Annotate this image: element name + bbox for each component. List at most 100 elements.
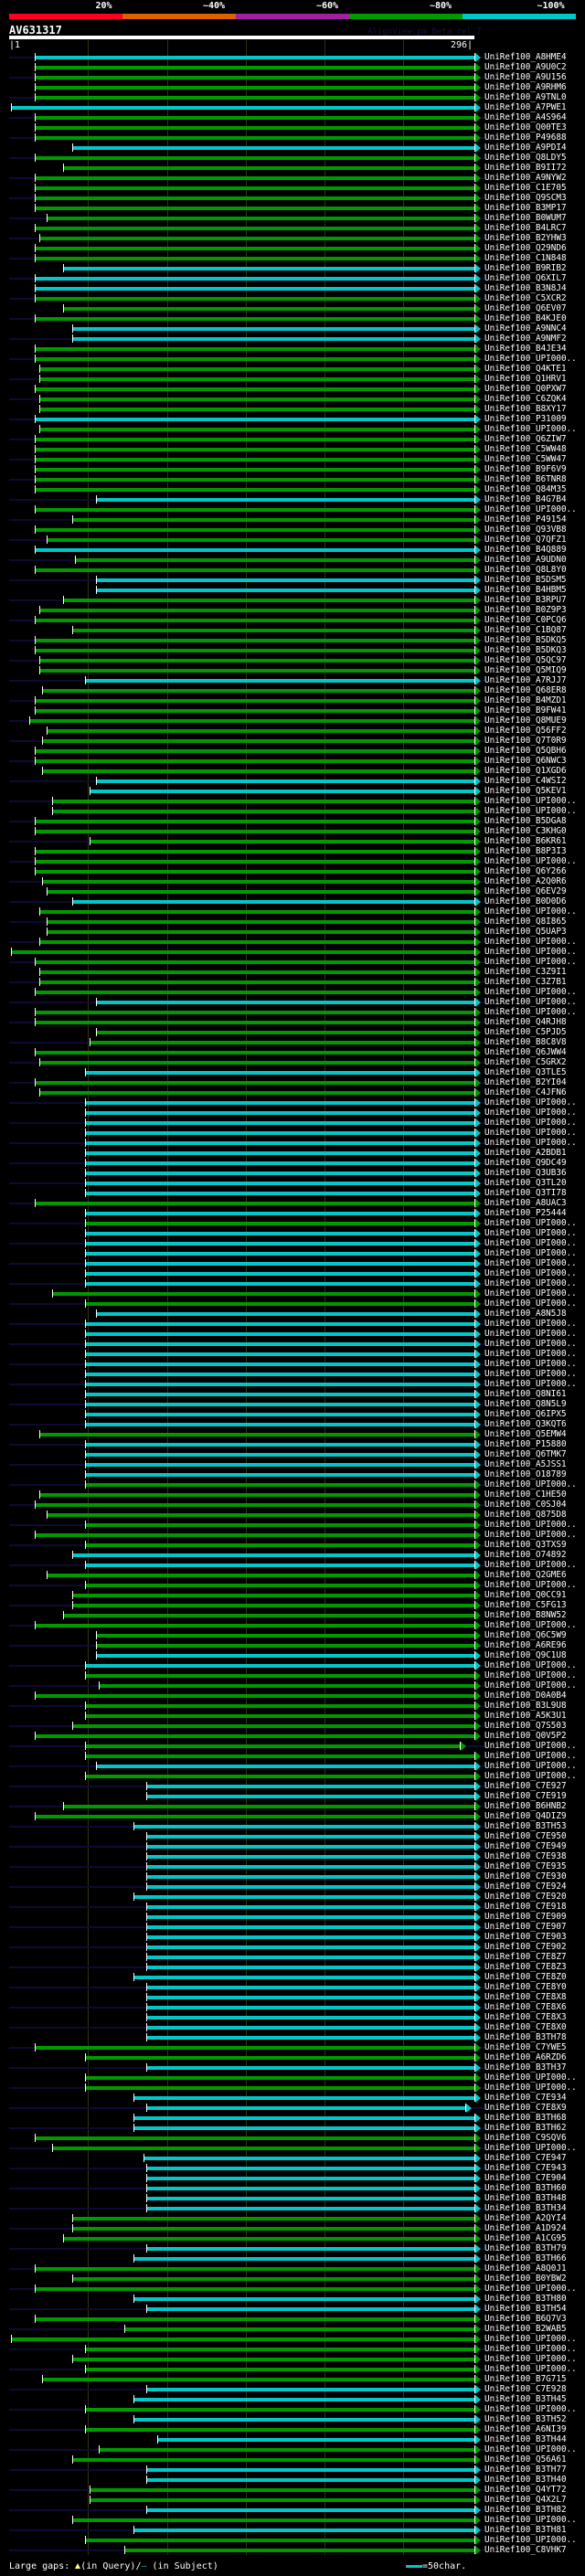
hit-row[interactable]: UniRef100_UPI000..	[0, 2535, 585, 2546]
hit-label[interactable]: UniRef100_UPI000..	[484, 856, 577, 866]
hit-row[interactable]: UniRef100_B4Q889	[0, 545, 585, 556]
alignment-bar[interactable]	[146, 2197, 474, 2200]
hit-label[interactable]: UniRef100_B9II72	[484, 163, 567, 173]
hit-row[interactable]: UniRef100_C7E8Z0	[0, 1972, 585, 1983]
hit-row[interactable]: UniRef100_Q1HRV1	[0, 374, 585, 385]
hit-row[interactable]: UniRef100_C5GRX2	[0, 1057, 585, 1068]
alignment-bar[interactable]	[146, 2207, 474, 2210]
alignment-bar[interactable]	[38, 1061, 474, 1065]
hit-row[interactable]: UniRef100_B8NW52	[0, 1610, 585, 1621]
hit-row[interactable]: UniRef100_C1N848	[0, 253, 585, 264]
hit-row[interactable]: UniRef100_UPI000..	[0, 1268, 585, 1279]
alignment-bar[interactable]	[42, 739, 474, 743]
hit-row[interactable]: UniRef100_Q6Y266	[0, 866, 585, 877]
hit-label[interactable]: UniRef100_Q8N5L9	[484, 1399, 567, 1409]
hit-label[interactable]: UniRef100_C5WW47	[484, 454, 567, 464]
hit-row[interactable]: UniRef100_Q3TXS9	[0, 1540, 585, 1551]
hit-row[interactable]: UniRef100_C1BQ87	[0, 625, 585, 636]
hit-label[interactable]: UniRef100_C8VHK7	[484, 2545, 567, 2555]
alignment-bar[interactable]	[84, 1523, 474, 1527]
alignment-bar[interactable]	[146, 2247, 474, 2251]
hit-row[interactable]: UniRef100_B4G7B4	[0, 494, 585, 505]
alignment-bar[interactable]	[29, 719, 474, 723]
hit-label[interactable]: UniRef100_Q5EMW4	[484, 1429, 567, 1439]
hit-label[interactable]: UniRef100_A5JSS1	[484, 1459, 567, 1469]
hit-row[interactable]: UniRef100_UPI000..	[0, 1218, 585, 1229]
hit-row[interactable]: UniRef100_Q9SCM3	[0, 193, 585, 204]
alignment-bar[interactable]	[84, 1584, 474, 1587]
hit-label[interactable]: UniRef100_P31009	[484, 414, 567, 424]
hit-label[interactable]: UniRef100_A6RZD6	[484, 2052, 567, 2062]
alignment-bar[interactable]	[34, 387, 474, 391]
alignment-bar[interactable]	[95, 1001, 474, 1004]
hit-label[interactable]: UniRef100_C7E8Z3	[484, 1962, 567, 1972]
hit-row[interactable]: UniRef100_UPI000..	[0, 806, 585, 817]
alignment-bar[interactable]	[34, 709, 474, 713]
alignment-bar[interactable]	[84, 1192, 474, 1195]
hit-label[interactable]: UniRef100_B6HNB2	[484, 1801, 567, 1811]
hit-row[interactable]: UniRef100_Q68ER8	[0, 685, 585, 696]
alignment-bar[interactable]	[84, 2348, 474, 2351]
hit-row[interactable]: UniRef100_UPI000..	[0, 2444, 585, 2455]
hit-row[interactable]: UniRef100_UPI000..	[0, 1248, 585, 1259]
alignment-bar[interactable]	[34, 1503, 474, 1507]
hit-label[interactable]: UniRef100_C7E928	[484, 2384, 567, 2394]
hit-label[interactable]: UniRef100_UPI000..	[484, 947, 577, 957]
alignment-bar[interactable]	[133, 2528, 474, 2532]
alignment-bar[interactable]	[34, 1533, 474, 1537]
alignment-bar[interactable]	[34, 347, 474, 351]
hit-row[interactable]: UniRef100_Q29ND6	[0, 243, 585, 254]
hit-row[interactable]: UniRef100_C9SQV6	[0, 2133, 585, 2144]
hit-label[interactable]: UniRef100_UPI000..	[484, 504, 577, 514]
alignment-bar[interactable]	[34, 56, 474, 59]
hit-row[interactable]: UniRef100_Q56FF2	[0, 726, 585, 737]
hit-row[interactable]: UniRef100_B3TH54	[0, 2304, 585, 2315]
hit-label[interactable]: UniRef100_B3TH77	[484, 2465, 567, 2475]
hit-row[interactable]: UniRef100_B3TH77	[0, 2465, 585, 2475]
hit-label[interactable]: UniRef100_C7E938	[484, 1851, 567, 1861]
alignment-bar[interactable]	[84, 1151, 474, 1155]
hit-row[interactable]: UniRef100_B3L9U8	[0, 1701, 585, 1712]
hit-label[interactable]: UniRef100_UPI000..	[484, 2143, 577, 2153]
alignment-bar[interactable]	[84, 1714, 474, 1718]
hit-row[interactable]: UniRef100_B6Q7V3	[0, 2314, 585, 2325]
hit-label[interactable]: UniRef100_UPI000..	[484, 2083, 577, 2093]
alignment-bar[interactable]	[72, 327, 474, 331]
hit-label[interactable]: UniRef100_A8N5J8	[484, 1309, 567, 1319]
hit-row[interactable]: UniRef100_UPI000..	[0, 1771, 585, 1782]
hit-row[interactable]: UniRef100_Q5QBH6	[0, 746, 585, 757]
alignment-bar[interactable]	[146, 1835, 474, 1839]
hit-row[interactable]: UniRef100_UPI000..	[0, 2284, 585, 2295]
hit-row[interactable]: UniRef100_B4LRC7	[0, 223, 585, 234]
alignment-bar[interactable]	[51, 810, 474, 813]
hit-label[interactable]: UniRef100_B8XY17	[484, 404, 567, 414]
alignment-bar[interactable]	[34, 639, 474, 642]
hit-label[interactable]: UniRef100_B8NW52	[484, 1610, 567, 1620]
alignment-bar[interactable]	[62, 1614, 474, 1617]
hit-label[interactable]: UniRef100_C0PCQ6	[484, 615, 567, 625]
hit-row[interactable]: UniRef100_B9II72	[0, 163, 585, 174]
alignment-bar[interactable]	[89, 840, 474, 843]
hit-row[interactable]: UniRef100_B2YHW3	[0, 233, 585, 244]
hit-label[interactable]: UniRef100_B4LRC7	[484, 223, 567, 233]
alignment-bar[interactable]	[72, 2358, 474, 2361]
hit-row[interactable]: UniRef100_Q6IPX5	[0, 1409, 585, 1420]
hit-row[interactable]: UniRef100_Q875D8	[0, 1510, 585, 1521]
hit-label[interactable]: UniRef100_Q6TMK7	[484, 1449, 567, 1459]
alignment-bar[interactable]	[84, 1262, 474, 1266]
hit-row[interactable]: UniRef100_Q5KEV1	[0, 786, 585, 797]
hit-row[interactable]: UniRef100_B3TH34	[0, 2203, 585, 2214]
alignment-bar[interactable]	[34, 870, 474, 874]
hit-label[interactable]: UniRef100_UPI000..	[484, 1118, 577, 1128]
hit-row[interactable]: UniRef100_C7E943	[0, 2163, 585, 2174]
hit-row[interactable]: UniRef100_Q7QFZ1	[0, 535, 585, 546]
alignment-bar[interactable]	[34, 1202, 474, 1205]
alignment-bar[interactable]	[84, 1131, 474, 1135]
hit-row[interactable]: UniRef100_UPI000..	[0, 1128, 585, 1139]
hit-row[interactable]: UniRef100_UPI000..	[0, 1660, 585, 1671]
hit-label[interactable]: UniRef100_UPI000..	[484, 1108, 577, 1118]
alignment-bar[interactable]	[34, 207, 474, 210]
alignment-bar[interactable]	[146, 2006, 474, 2009]
hit-label[interactable]: UniRef100_Q8I865	[484, 917, 567, 927]
hit-row[interactable]: UniRef100_B3TH53	[0, 1821, 585, 1832]
